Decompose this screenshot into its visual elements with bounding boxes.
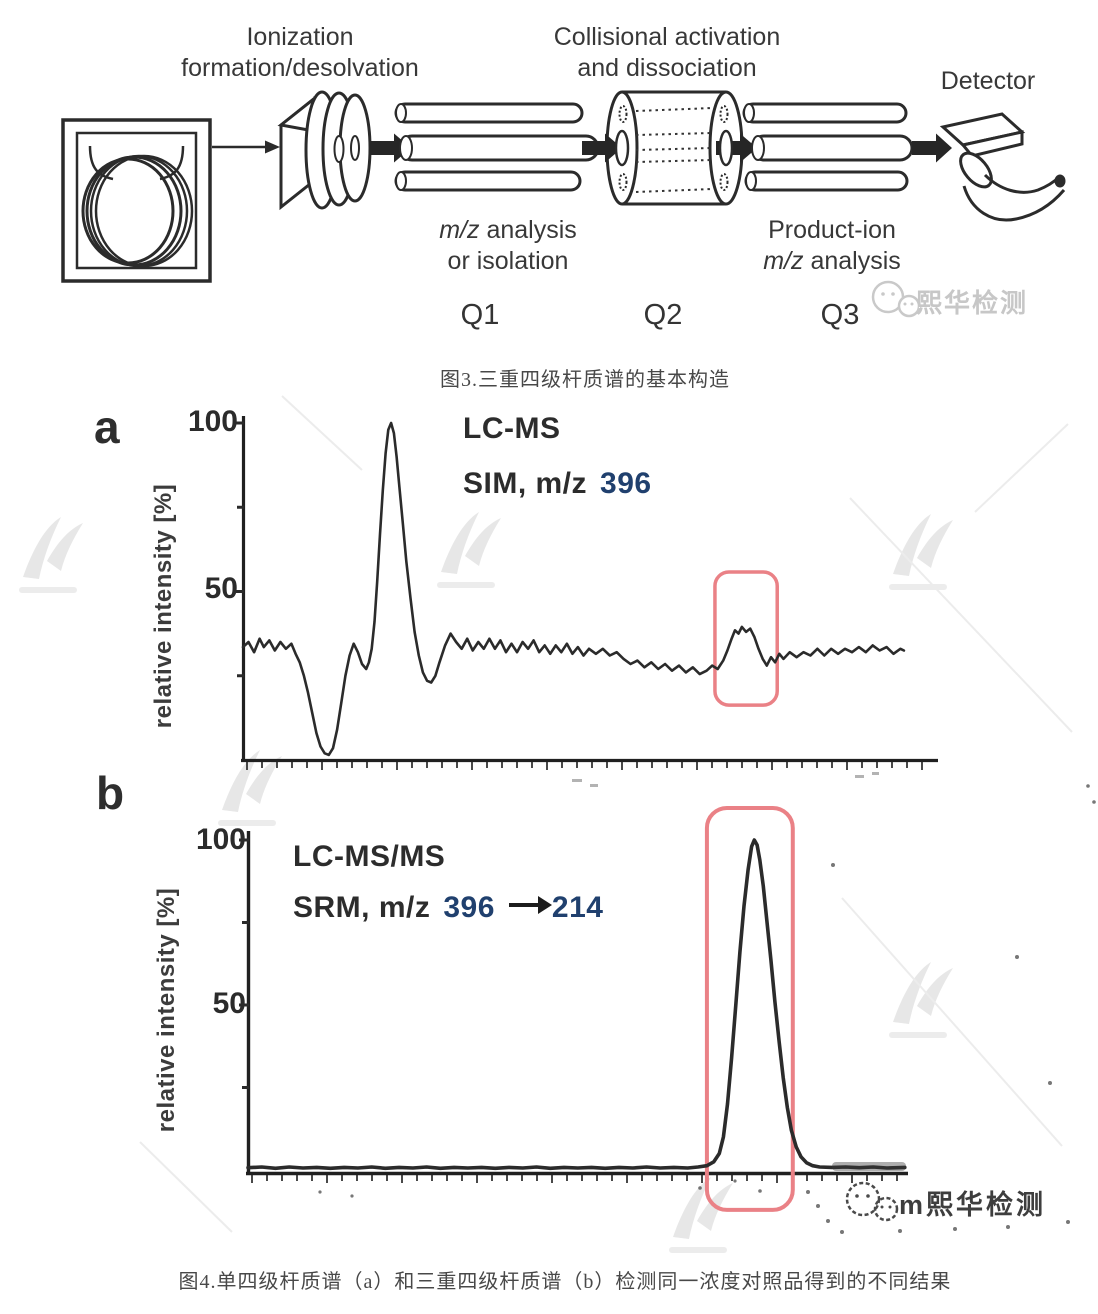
chart-a-annotation-2: SIM, m/z 396 xyxy=(463,469,652,499)
chart-b-axes xyxy=(246,831,908,1176)
wechat-bubbles-icon-top xyxy=(871,280,921,318)
chart-b-ytick-100: 100 xyxy=(195,823,246,856)
q3-quadrupole-icon xyxy=(742,102,914,192)
chart-b-ytick-50: 50 xyxy=(212,987,246,1020)
chart-a-ticks xyxy=(234,421,923,770)
chart-b-trace xyxy=(246,838,907,1171)
chart-b-annotation-2-prefix: SRM, m/z xyxy=(293,891,431,924)
collision-label-line1: Collisional activation xyxy=(553,23,781,51)
ionization-label: Ionization formation/desolvation xyxy=(181,22,419,84)
q3-label: Q3 xyxy=(820,299,860,331)
collision-label: Collisional activation and dissociation xyxy=(554,22,781,84)
srm-transition-arrow-icon xyxy=(508,896,552,915)
chart-b-annotation-2: SRM, m/z 396 214 xyxy=(293,893,603,923)
sample-source-icon xyxy=(61,118,212,283)
chart-b-annotation-1: LC-MS/MS xyxy=(293,840,446,873)
ion-source-block-icon xyxy=(277,90,372,211)
chart-a-plot xyxy=(234,416,938,770)
chart-b-ticks xyxy=(239,838,898,1183)
aperture-icons xyxy=(395,103,765,191)
wechat-bubbles-icon-bottom xyxy=(845,1181,899,1222)
q3-caption-line1: Product-ion xyxy=(768,216,896,244)
q3-caption-mz: m/z xyxy=(763,247,804,275)
chart-b-annotation-2-product: 214 xyxy=(551,891,604,924)
ionization-label-line1: Ionization xyxy=(246,23,354,51)
q1-label: Q1 xyxy=(460,299,500,331)
chart-a-trace xyxy=(241,421,906,757)
figure4-caption: 图4.单四级杆质谱（a）和三重四级杆质谱（b）检测同一浓度对照品得到的不同结果 xyxy=(178,1271,952,1293)
panel-b-letter: b xyxy=(96,767,125,819)
q1-caption-rest: analysis xyxy=(479,216,577,244)
chart-a-ytick-100: 100 xyxy=(187,405,238,438)
collision-label-line2: and dissociation xyxy=(577,54,757,82)
q1-caption-line2: or isolation xyxy=(447,247,569,275)
q1-quadrupole-icon xyxy=(394,102,600,192)
chart-a-annotation-2-prefix: SIM, m/z xyxy=(463,467,588,500)
q1-caption: m/z analysis or isolation xyxy=(439,215,577,277)
chart-b-annotation-2-precursor: 396 xyxy=(443,891,495,924)
q3-caption-rest: analysis xyxy=(803,247,901,275)
panel-a-letter: a xyxy=(94,401,120,453)
q2-label: Q2 xyxy=(643,299,683,331)
chart-b-plot xyxy=(239,805,908,1212)
inlet-arrow-icon xyxy=(212,140,280,154)
detector-icon xyxy=(939,112,1066,222)
figure3-caption: 图3.三重四级杆质谱的基本构造 xyxy=(440,369,730,391)
scan-noise-specks xyxy=(318,772,1096,1234)
chart-a-axes xyxy=(241,416,938,763)
triple-quadrupole-diagram xyxy=(61,90,1066,283)
detector-label: Detector xyxy=(940,67,1036,95)
chart-a-ytick-50: 50 xyxy=(204,572,238,605)
chart-a-ylabel: relative intensity [%] xyxy=(150,483,177,729)
background-watermark-layer xyxy=(19,395,1073,1253)
chart-a-annotation-2-mz-value: 396 xyxy=(600,467,652,500)
watermark-text-bottom: m熙华检测 xyxy=(899,1190,1047,1220)
watermark-diagonal-lines xyxy=(139,395,1073,1233)
chart-b-ylabel: relative intensity [%] xyxy=(153,887,180,1133)
chart-a-annotation-1: LC-MS xyxy=(463,412,561,445)
ionization-label-line2: formation/desolvation xyxy=(181,54,419,82)
q1-caption-mz: m/z xyxy=(439,216,480,244)
q3-caption: Product-ion m/z analysis xyxy=(763,215,901,277)
chart-b-highlight-box xyxy=(704,805,795,1212)
chart-a-highlight-box xyxy=(713,570,779,707)
watermark-text-top: 熙华检测 xyxy=(916,288,1029,318)
